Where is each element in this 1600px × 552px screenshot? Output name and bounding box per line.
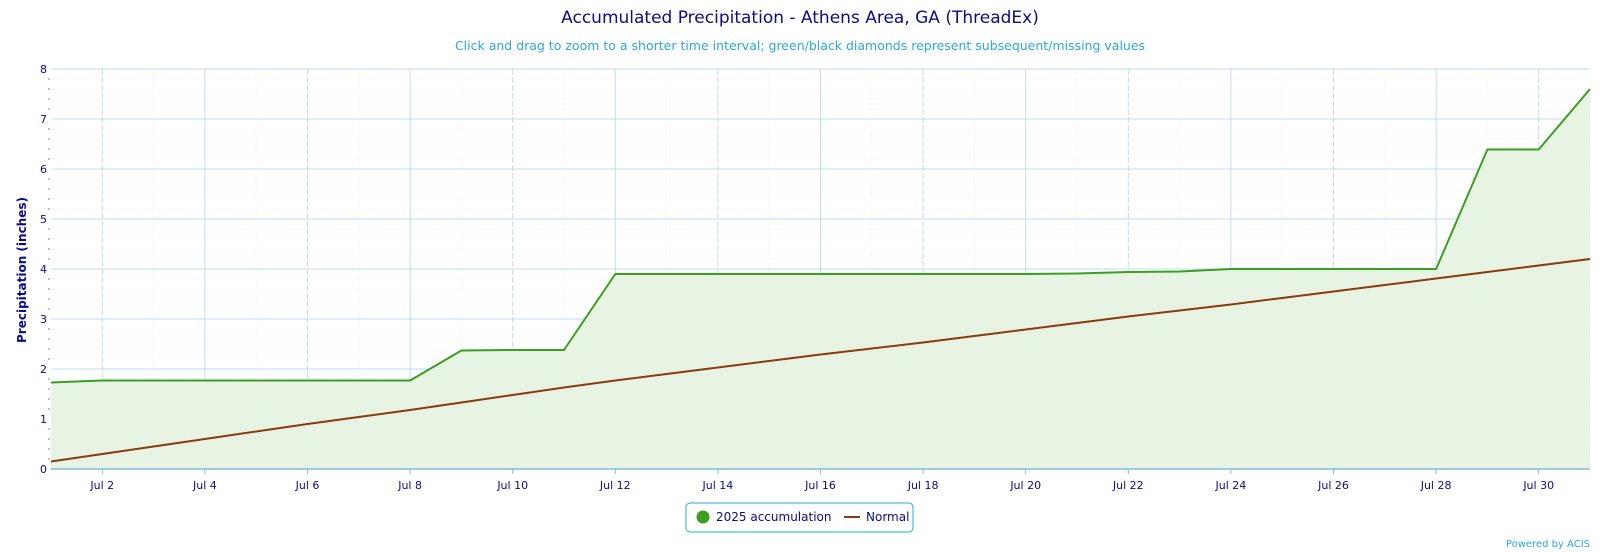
legend-item-normal[interactable]: Normal — [844, 510, 909, 524]
x-tick-label: Jul 24 — [1215, 479, 1247, 492]
series-area-2025-accumulation — [51, 89, 1590, 469]
x-tick-label: Jul 10 — [496, 479, 528, 492]
series-line-2025-accumulation[interactable] — [50, 88, 1591, 384]
legend-label-normal: Normal — [866, 510, 909, 524]
y-tick-label: 5 — [40, 213, 47, 226]
axes: 0 1 2 3 4 5 6 7 8 Jul 2 Jul 4 Jul 6 Jul 8 Jul 10 Jul 1… — [40, 63, 1590, 492]
chart-subtitle: Click and drag to zoom to a shorter time… — [455, 38, 1145, 53]
y-tick-label: 0 — [40, 463, 47, 476]
chart-title: Accumulated Precipitation - Athens Area,… — [561, 8, 1039, 28]
legend-label-2025: 2025 accumulation — [716, 510, 831, 524]
x-tick-label: Jul 6 — [295, 479, 320, 492]
legend[interactable]: 2025 accumulation Normal — [685, 502, 914, 533]
x-tick-label: Jul 4 — [192, 479, 217, 492]
x-tick-label: Jul 12 — [599, 479, 631, 492]
y-tick-label: 7 — [40, 113, 47, 126]
legend-marker-2025 — [696, 510, 710, 524]
x-tick-label: Jul 14 — [702, 479, 734, 492]
x-tick-label: Jul 2 — [89, 479, 114, 492]
y-axis-label: Precipitation (inches) — [15, 197, 29, 343]
plot-area[interactable] — [50, 88, 1591, 469]
y-tick-label: 3 — [40, 313, 47, 326]
credits-link[interactable]: Powered by ACIS — [1506, 539, 1590, 550]
x-tick-label: Jul 28 — [1420, 479, 1452, 492]
y-tick-label: 6 — [40, 163, 47, 176]
x-tick-label: Jul 18 — [907, 479, 939, 492]
y-tick-label: 4 — [40, 263, 47, 276]
x-tick-label: Jul 26 — [1317, 479, 1349, 492]
legend-item-2025-accumulation[interactable]: 2025 accumulation — [696, 510, 832, 524]
x-tick-label: Jul 22 — [1112, 479, 1144, 492]
x-tick-label: Jul 20 — [1009, 479, 1041, 492]
y-tick-label: 1 — [40, 413, 47, 426]
x-tick-label: Jul 30 — [1522, 479, 1554, 492]
x-tick-label: Jul 8 — [397, 479, 422, 492]
legend-box — [685, 502, 914, 533]
y-tick-label: 8 — [40, 63, 47, 76]
series-line-normal[interactable] — [50, 258, 1591, 463]
x-tick-label: Jul 16 — [804, 479, 836, 492]
y-tick-label: 2 — [40, 363, 47, 376]
